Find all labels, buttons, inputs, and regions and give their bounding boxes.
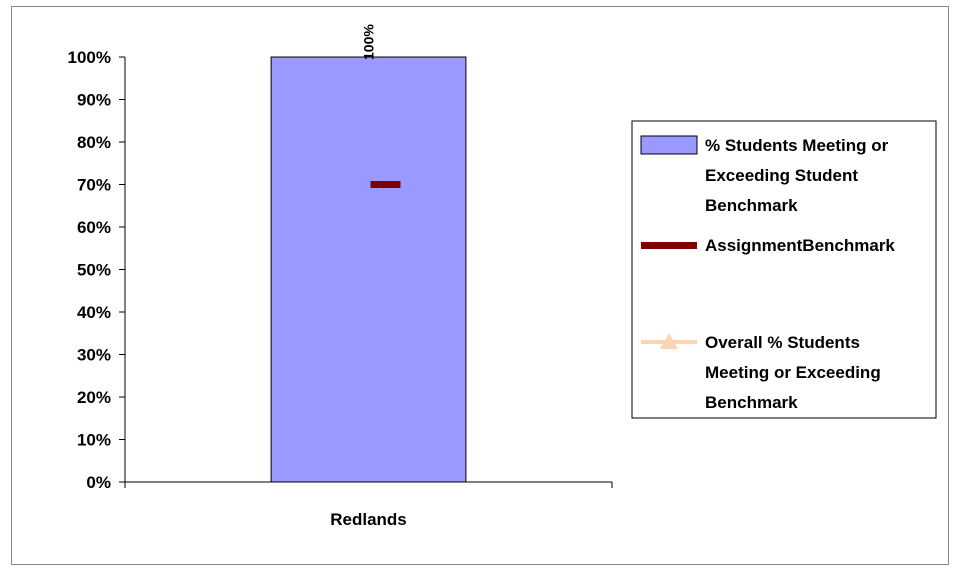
y-tick-label: 20% bbox=[77, 388, 111, 407]
y-axis: 0% 10% 20% 30% 40% 50% 60% 70% 80% 90% 100% bbox=[68, 48, 126, 492]
legend-swatch-bar bbox=[640, 135, 698, 155]
y-tick-label: 80% bbox=[77, 133, 111, 152]
legend-label: Overall % Students bbox=[705, 333, 860, 352]
legend-label: Benchmark bbox=[705, 393, 798, 412]
benchmark-marker bbox=[370, 181, 401, 188]
chart-svg: 0% 10% 20% 30% 40% 50% 60% 70% 80% 90% 100% 100% R… bbox=[68, 24, 937, 529]
y-tick-label: 10% bbox=[77, 431, 111, 450]
y-tick-label: 70% bbox=[77, 176, 111, 195]
legend-label: Benchmark bbox=[705, 196, 798, 215]
chart-frame: 0% 10% 20% 30% 40% 50% 60% 70% 80% 90% 100% 100% R… bbox=[11, 6, 949, 565]
x-axis: Redlands bbox=[124, 481, 613, 529]
legend-box bbox=[631, 120, 937, 419]
bar bbox=[270, 56, 467, 483]
y-tick-label: 60% bbox=[77, 218, 111, 237]
legend-label: % Students Meeting or bbox=[705, 136, 889, 155]
y-tick-label: 90% bbox=[77, 91, 111, 110]
legend: % Students Meeting or Exceeding Student Be… bbox=[631, 120, 937, 419]
y-tick-label: 0% bbox=[86, 473, 111, 492]
legend-swatch-benchmark bbox=[641, 242, 697, 249]
legend-triangle-marker bbox=[660, 333, 678, 349]
y-tick-label: 40% bbox=[77, 303, 111, 322]
legend-label: Meeting or Exceeding bbox=[705, 363, 881, 382]
y-tick-label: 100% bbox=[68, 48, 111, 67]
y-tick-label: 50% bbox=[77, 261, 111, 280]
plot-area: 100% bbox=[270, 24, 467, 483]
legend-label: Exceeding Student bbox=[705, 166, 858, 185]
legend-label: AssignmentBenchmark bbox=[705, 236, 895, 255]
x-category-label: Redlands bbox=[330, 510, 407, 529]
y-tick-label: 30% bbox=[77, 346, 111, 365]
bar-data-label: 100% bbox=[361, 24, 377, 60]
